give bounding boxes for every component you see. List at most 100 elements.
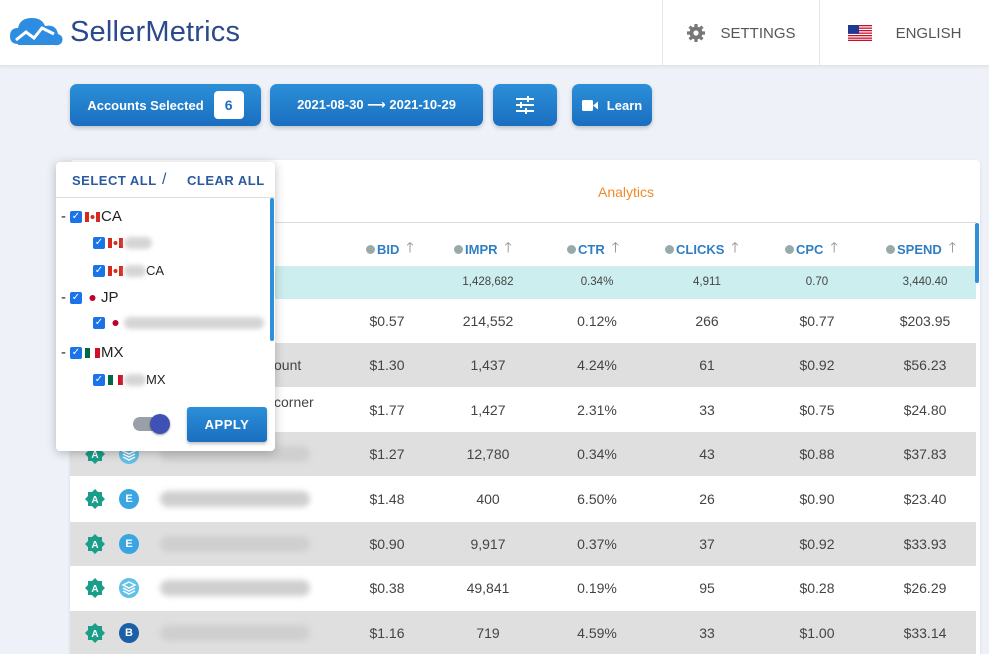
account-a-badge-icon: A: [85, 534, 105, 554]
type-e-badge-icon: E: [119, 489, 139, 509]
type-e-badge-icon: E: [119, 534, 139, 554]
account-option[interactable]: ✓ MX: [93, 372, 166, 387]
language-selector[interactable]: ENGLISH: [819, 0, 989, 66]
brand-name: SellerMetrics: [70, 15, 241, 48]
svg-text:A: A: [91, 629, 98, 640]
group-jp[interactable]: - ✓ JP: [61, 289, 119, 306]
account-suffix: CA: [146, 263, 165, 278]
row-name-fragment: ount: [274, 357, 302, 373]
redacted-name: [160, 580, 310, 596]
account-option[interactable]: ✓: [93, 237, 152, 249]
accounts-count-badge: 6: [213, 91, 244, 119]
group-label: JP: [101, 289, 119, 306]
checkbox-checked[interactable]: ✓: [93, 237, 105, 249]
table-row[interactable]: corner $1.77 1,427 2.31% 33 $0.75 $24.80: [274, 394, 947, 418]
column-header-impr[interactable]: IMPR 🡑: [454, 237, 512, 261]
redacted-name: [160, 491, 310, 507]
total-clicks: 4,911: [693, 276, 721, 288]
redacted-account: [124, 237, 152, 249]
account-option[interactable]: ✓: [93, 317, 264, 329]
apply-button[interactable]: APPLY: [187, 407, 267, 442]
filter-settings-button[interactable]: [493, 84, 557, 126]
checkbox-checked[interactable]: ✓: [70, 210, 82, 223]
japan-flag-icon: [85, 292, 100, 303]
group-label: MX: [101, 344, 124, 361]
select-all-link[interactable]: SELECT ALL: [72, 173, 157, 188]
redacted-name: [160, 625, 310, 641]
total-ctr: 0.34%: [580, 276, 614, 288]
account-a-badge-icon: A: [85, 489, 105, 509]
column-header-spend[interactable]: SPEND 🡑: [886, 237, 956, 261]
checkbox-checked[interactable]: ✓: [70, 346, 82, 359]
svg-text:A: A: [91, 584, 98, 595]
dropdown-scrollbar[interactable]: [270, 198, 274, 341]
mexico-flag-icon: [108, 374, 123, 385]
cloud-logo-icon: [10, 18, 63, 46]
help-icon: [366, 244, 375, 254]
dropdown-header: SELECT ALL / CLEAR ALL: [56, 162, 275, 198]
total-impr: 1,428,682: [462, 276, 514, 288]
brand-logo[interactable]: SellerMetrics: [8, 14, 240, 50]
help-icon: [665, 244, 674, 254]
accounts-selected-button[interactable]: Accounts Selected 6: [70, 84, 261, 126]
redacted-account: [124, 264, 146, 277]
date-range-label: 2021-08-30 ⟶ 2021-10-29: [297, 97, 456, 112]
sort-arrow-icon: 🡑: [406, 239, 414, 255]
total-spend: 3,440.40: [902, 276, 948, 288]
canada-flag-icon: [85, 211, 100, 222]
us-flag-icon: [847, 25, 872, 41]
table-scrollbar[interactable]: [975, 223, 979, 283]
top-header: SellerMetrics SETTINGS ENGLISH: [0, 0, 989, 66]
sort-arrow-icon: 🡑: [611, 239, 619, 255]
redacted-account: [124, 317, 264, 329]
checkbox-checked[interactable]: ✓: [93, 264, 105, 277]
table-row[interactable]: A $1.27 12,780 0.34% 43 $0.88 $37.83: [70, 432, 976, 476]
svg-text:A: A: [91, 495, 98, 506]
table-row[interactable]: A E $0.90 9,917 0.37% 37 $0.92 $33.93: [70, 522, 976, 566]
column-header-clicks[interactable]: CLICKS 🡑: [665, 237, 739, 261]
table-row[interactable]: A E $1.48 400 6.50% 26 $0.90 $23.40: [70, 477, 976, 521]
help-icon: [785, 244, 794, 254]
sort-arrow-icon: 🡑: [504, 239, 512, 255]
group-mx[interactable]: - ✓ MX: [61, 344, 124, 361]
table-row[interactable]: A $0.38 49,841 0.19% 95 $0.28 $26.29: [70, 566, 976, 610]
mexico-flag-icon: [85, 347, 100, 358]
account-a-badge-icon: A: [85, 623, 105, 643]
clear-all-link[interactable]: CLEAR ALL: [187, 173, 265, 188]
date-range-button[interactable]: 2021-08-30 ⟶ 2021-10-29: [270, 84, 483, 126]
account-suffix: MX: [146, 372, 166, 387]
group-ca[interactable]: - ✓ CA: [61, 208, 122, 225]
sliders-icon: [516, 96, 534, 114]
help-icon: [454, 244, 463, 254]
canada-flag-icon: [108, 265, 123, 276]
japan-flag-icon: [108, 318, 123, 328]
table-row[interactable]: $0.57 214,552 0.12% 266 $0.77 $203.95: [369, 313, 951, 329]
checkbox-checked[interactable]: ✓: [70, 291, 82, 304]
row-name-fragment: corner: [274, 394, 314, 410]
tab-analytics[interactable]: Analytics: [598, 184, 655, 200]
account-a-badge-icon: A: [85, 578, 105, 598]
separator: /: [162, 171, 167, 188]
learn-label: Learn: [606, 97, 643, 113]
type-b-badge-icon: B: [119, 623, 139, 643]
column-header-bid[interactable]: BID 🡑: [366, 237, 414, 261]
table-row[interactable]: A B $1.16 719 4.59% 33 $1.00 $33.14: [70, 611, 976, 654]
toggle-switch[interactable]: [150, 414, 170, 434]
account-option[interactable]: ✓ CA: [93, 263, 164, 278]
column-header-cpc[interactable]: CPC 🡑: [785, 237, 838, 261]
redacted-account: [124, 373, 146, 386]
svg-text:A: A: [91, 450, 98, 461]
language-label: ENGLISH: [895, 24, 962, 42]
group-label: CA: [101, 208, 122, 225]
checkbox-checked[interactable]: ✓: [93, 373, 105, 386]
settings-button[interactable]: SETTINGS: [662, 0, 819, 66]
redacted-name: [160, 536, 310, 552]
learn-button[interactable]: Learn: [572, 84, 652, 126]
help-icon: [886, 244, 895, 254]
column-header-ctr[interactable]: CTR 🡑: [567, 237, 619, 261]
sort-arrow-icon: 🡑: [830, 239, 838, 255]
checkbox-checked[interactable]: ✓: [93, 317, 105, 329]
gear-icon: [687, 24, 706, 42]
video-camera-icon: [581, 99, 598, 111]
account-select-dropdown: SELECT ALL / CLEAR ALL - ✓ CA ✓ ✓ CA - ✓…: [56, 162, 275, 451]
